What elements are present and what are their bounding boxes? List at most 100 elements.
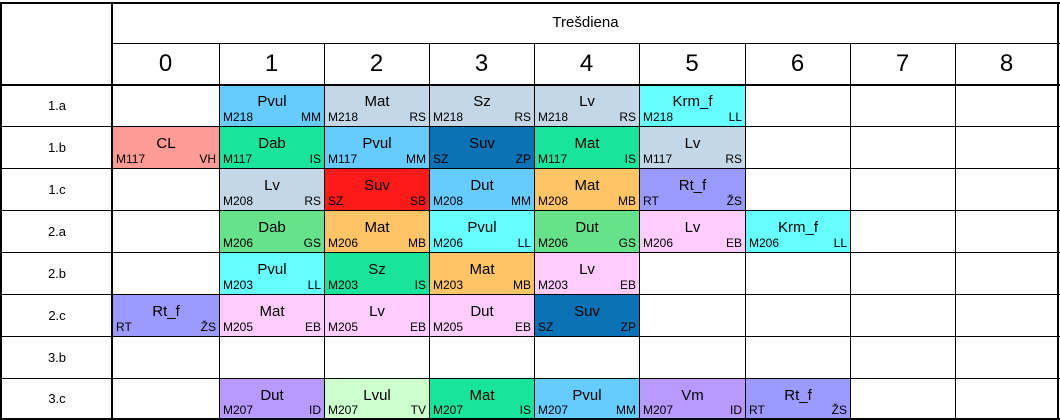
column-divider [429,43,430,420]
lesson-subject: Suv [574,303,600,320]
period-header: 0 [158,50,173,77]
lesson-cell[interactable]: Mat M117 IS [535,127,639,168]
lesson-room: M218 [223,110,254,124]
lesson-room: M117 [643,152,673,166]
lesson-cell[interactable]: Dab M117 IS [220,127,324,168]
lesson-subject: Suv [469,135,495,152]
lesson-subject: Pvul [257,261,287,278]
header-bottom-border [0,84,1060,86]
lesson-room: M207 [223,403,254,417]
lesson-cell[interactable]: Pvul M117 MM [325,127,429,168]
lesson-room: M218 [538,110,569,124]
lesson-teacher: ŽS [726,194,742,208]
column-divider [955,43,956,420]
lesson-teacher: LL [517,236,531,250]
lesson-cell[interactable]: Dab M206 GS [220,211,324,252]
lesson-cell[interactable]: Rt_f RT ŽS [113,295,219,336]
lesson-cell[interactable]: CL M117 VH [113,127,219,168]
lesson-cell[interactable]: Mat M207 IS [430,379,534,419]
lesson-room: M208 [223,194,254,208]
lesson-cell[interactable]: Pvul M206 LL [430,211,534,252]
lesson-cell[interactable]: Pvul M207 MM [535,379,639,419]
lesson-teacher: MB [513,278,531,292]
bottom-border [0,418,1060,420]
lesson-teacher: MB [408,236,426,250]
lesson-teacher: ŽS [831,403,847,417]
lesson-subject: Mat [364,219,390,236]
lesson-teacher: LL [833,236,847,250]
lesson-subject: Pvul [257,93,287,110]
lesson-subject: Krm_f [777,219,818,236]
lesson-room: M206 [328,236,359,250]
lesson-cell[interactable]: Dut M206 GS [535,211,639,252]
class-label: 1.a [47,97,67,113]
lesson-teacher: LL [307,278,321,292]
lesson-cell[interactable]: Mat M218 RS [325,85,429,126]
lesson-cell[interactable]: Mat M205 EB [220,295,324,336]
lesson-cell[interactable]: Lv M203 EB [535,253,639,294]
lesson-room: M206 [223,236,254,250]
lesson-cell[interactable]: Mat M203 MB [430,253,534,294]
lesson-subject: Dut [470,177,494,194]
lesson-cell[interactable]: Suv SZ ZP [430,127,534,168]
lesson-cell[interactable]: Lv M218 RS [535,85,639,126]
lesson-teacher: TV [410,403,426,417]
lesson-room: M218 [433,110,464,124]
lesson-cell[interactable]: Lv M208 RS [220,169,324,210]
lesson-subject: Krm_f [672,93,713,110]
lesson-room: M205 [433,320,464,334]
lesson-cell[interactable]: Rt_f RT ŽS [746,379,850,419]
lesson-room: M203 [328,278,359,292]
lesson-room: M218 [328,110,359,124]
lesson-teacher: RS [304,194,321,208]
lesson-room: M203 [433,278,464,292]
lesson-teacher: GS [303,236,321,250]
lesson-cell[interactable]: Mat M208 MB [535,169,639,210]
lesson-room: M206 [643,236,674,250]
lesson-cell[interactable]: Vm M207 ID [640,379,745,419]
lesson-teacher: EB [725,236,742,250]
lesson-room: SZ [328,194,344,208]
lesson-subject: Mat [574,135,600,152]
lesson-teacher: VH [199,152,216,166]
lesson-cell[interactable]: Mat M206 MB [325,211,429,252]
lesson-cell[interactable]: Pvul M203 LL [220,253,324,294]
lesson-teacher: ZP [620,320,636,334]
lesson-cell[interactable]: Lv M117 RS [640,127,745,168]
lesson-cell[interactable]: Lvul M207 TV [325,379,429,419]
lesson-room: SZ [433,152,449,166]
lesson-cell[interactable]: Krm_f M218 LL [640,85,745,126]
lesson-teacher: ZP [515,152,531,166]
lesson-cell[interactable]: Suv SZ SB [325,169,429,210]
lesson-cell[interactable]: Lv M206 EB [640,211,745,252]
lesson-cell[interactable]: Pvul M218 MM [220,85,324,126]
lesson-room: M205 [223,320,254,334]
period-header: 5 [685,50,699,77]
lesson-teacher: RS [409,110,426,124]
lesson-cell[interactable]: Rt_f RT ŽS [640,169,745,210]
lesson-cell[interactable]: Suv SZ ZP [535,295,639,336]
lesson-cell[interactable]: Lv M205 EB [325,295,429,336]
period-header: 1 [264,50,279,77]
lesson-cell[interactable]: Krm_f M206 LL [746,211,850,252]
lesson-subject: Mat [469,387,495,404]
lesson-subject: Dab [258,135,286,152]
lesson-teacher: IS [309,152,321,166]
lesson-cell[interactable]: Dut M208 MM [430,169,534,210]
lesson-teacher: ID [730,403,742,417]
lesson-teacher: MM [511,194,531,208]
lesson-cell[interactable]: Sz M203 IS [325,253,429,294]
lesson-subject: Lv [579,93,595,110]
class-label: 1.c [48,181,66,197]
lesson-subject: Lvul [363,387,391,404]
lesson-cell[interactable]: Sz M218 RS [430,85,534,126]
top-border [0,2,1060,4]
lesson-cell[interactable]: Dut M207 ID [220,379,324,419]
lesson-room: RT [749,403,765,417]
lesson-room: RT [643,194,659,208]
lesson-cell[interactable]: Dut M205 EB [430,295,534,336]
class-label: 2.b [47,265,67,281]
lesson-subject: Dab [258,219,286,236]
lesson-subject: Sz [368,261,386,278]
